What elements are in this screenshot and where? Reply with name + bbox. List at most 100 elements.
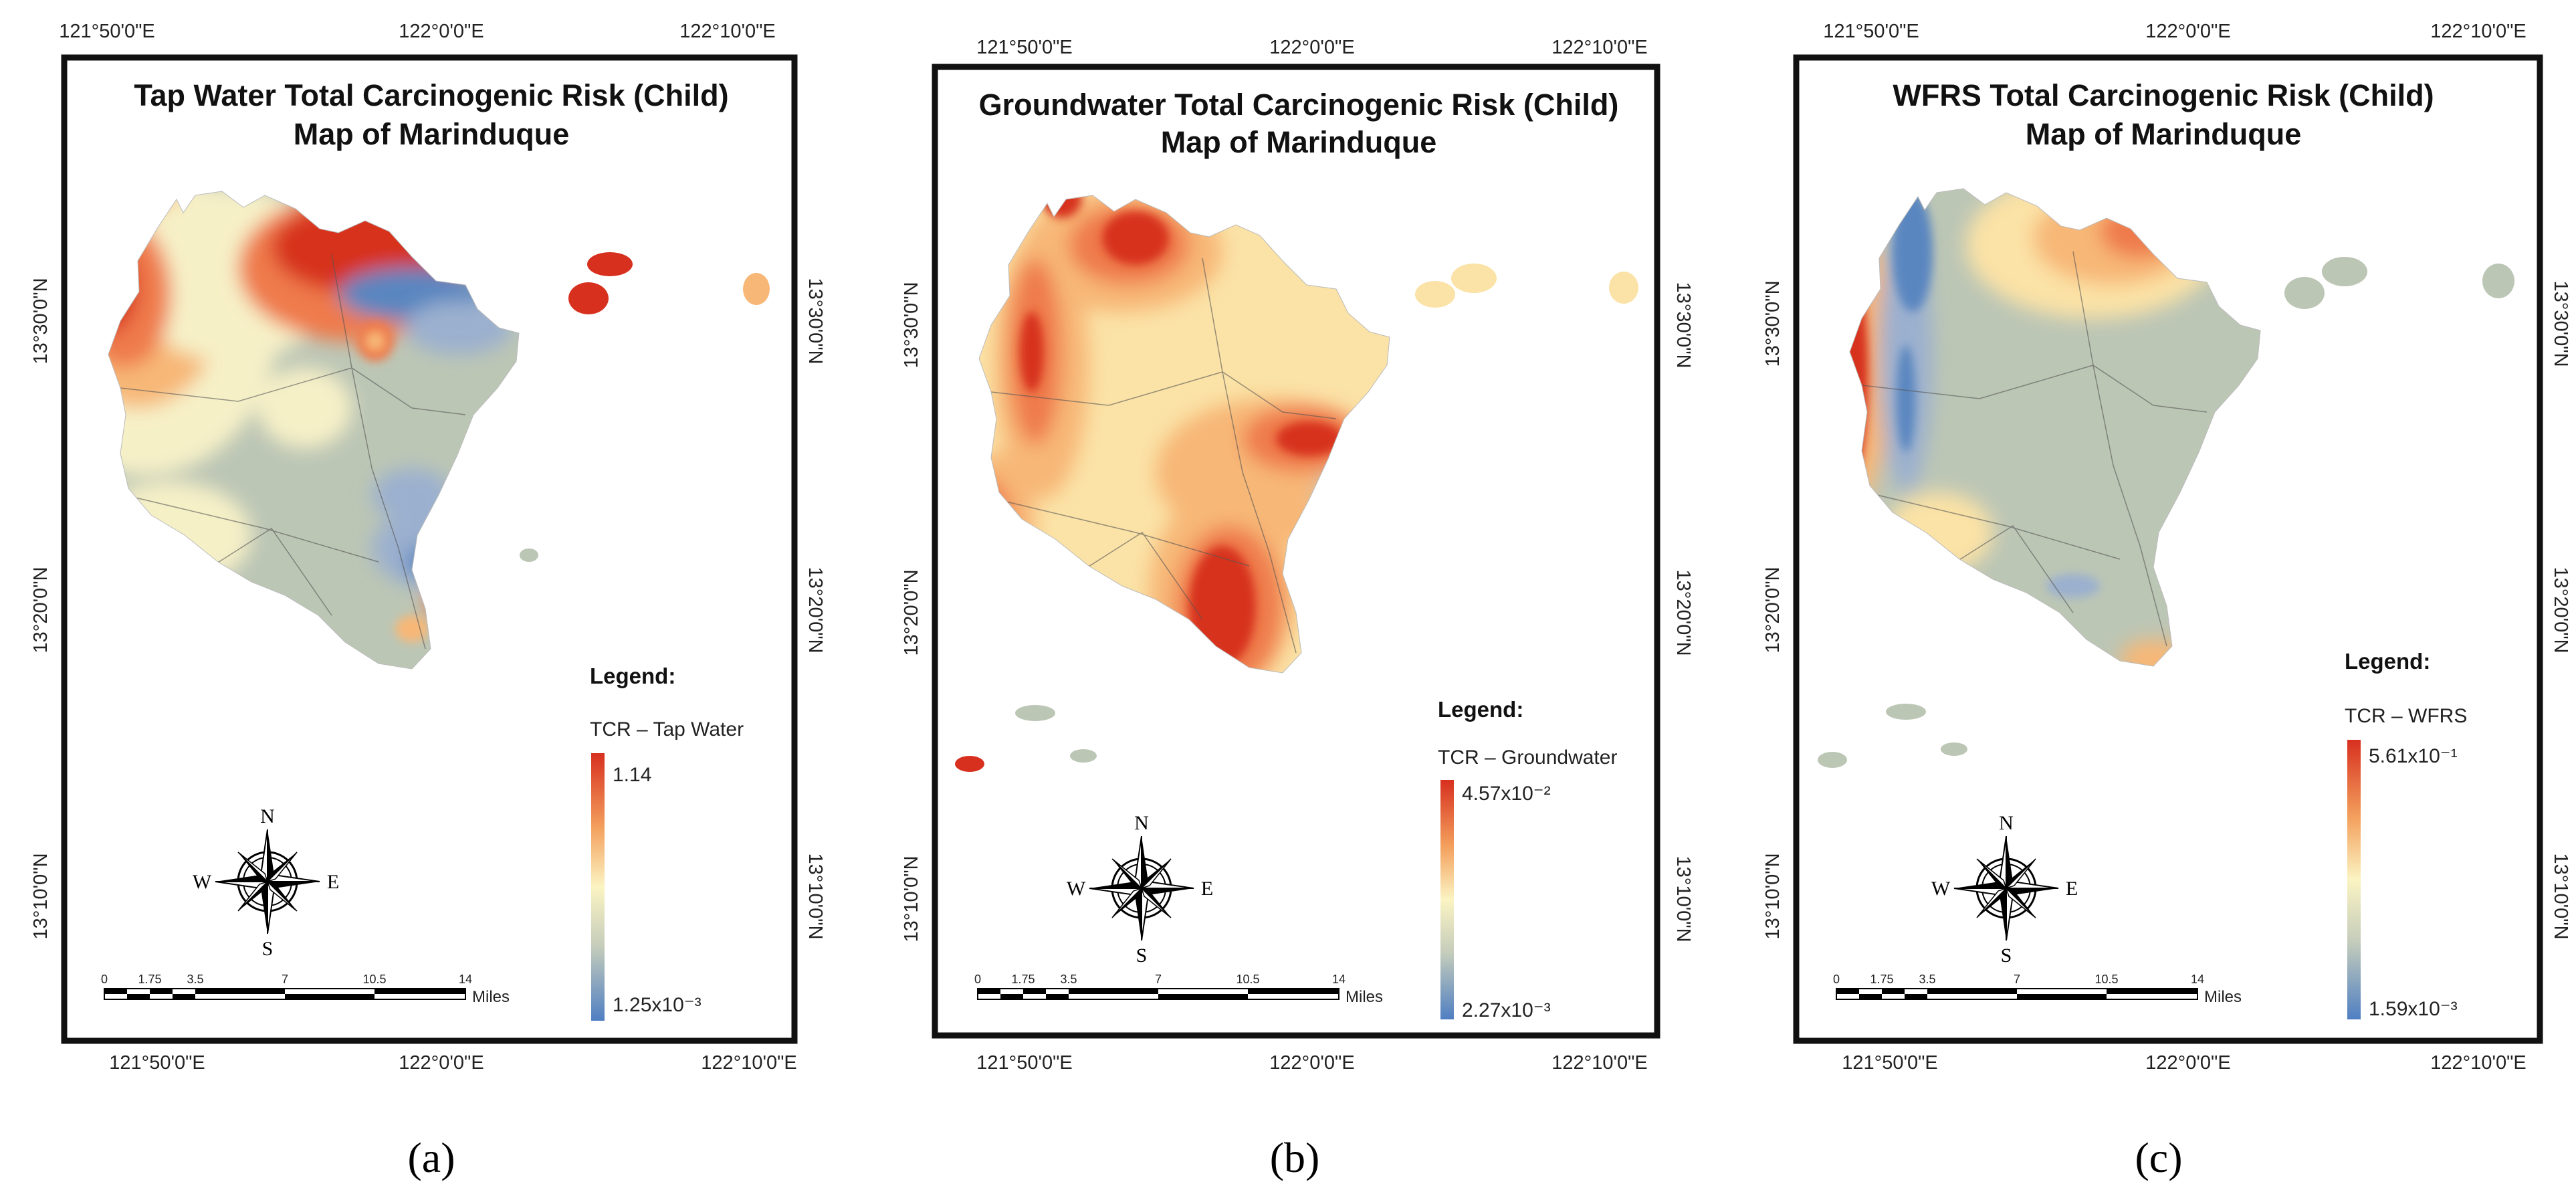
scale-unit: Miles bbox=[1346, 988, 1383, 1006]
legend-color-bar bbox=[2347, 740, 2361, 1019]
bottom-lon-label: 122°0'0"E bbox=[1269, 1052, 1354, 1074]
compass-e: E bbox=[2066, 878, 2078, 900]
right-lat-label: 13°10'0"N bbox=[2550, 853, 2571, 939]
legend-subtitle: TCR – WFRS bbox=[2345, 705, 2467, 727]
scale-bar: 0 1.75 3.5 7 10.5 14 Miles bbox=[101, 973, 510, 1006]
bottom-lon-label: 121°50'0"E bbox=[109, 1052, 205, 1074]
scale-tick: 10.5 bbox=[1236, 973, 1259, 986]
scale-tick: 7 bbox=[2014, 973, 2020, 986]
compass-w: W bbox=[193, 871, 212, 893]
legend-min-label: 2.27x10⁻³ bbox=[1462, 999, 1551, 1021]
compass-e: E bbox=[327, 871, 339, 893]
bottom-lon-label: 122°0'0"E bbox=[2145, 1052, 2230, 1074]
legend-color-bar bbox=[1440, 780, 1454, 1019]
compass-s: S bbox=[262, 938, 274, 960]
top-lon-label: 121°50'0"E bbox=[59, 21, 155, 42]
right-lat-label: 13°20'0"N bbox=[1673, 569, 1694, 656]
panel-letter: (b) bbox=[1270, 1134, 1320, 1181]
map-title-line1: Tap Water Total Carcinogenic Risk (Child… bbox=[134, 78, 728, 112]
compass-e: E bbox=[1201, 878, 1213, 900]
scale-tick: 14 bbox=[1332, 973, 1346, 986]
left-lat-label: 13°20'0"N bbox=[1762, 567, 1784, 653]
legend-subtitle: TCR – Groundwater bbox=[1438, 746, 1617, 769]
bottom-lon-label: 121°50'0"E bbox=[1842, 1052, 1938, 1074]
panel-letter: (c) bbox=[2135, 1134, 2182, 1181]
right-lat-label: 13°20'0"N bbox=[804, 567, 826, 653]
map-title-line2: Map of Marinduque bbox=[1161, 125, 1436, 159]
left-lat-label: 13°30'0"N bbox=[901, 282, 922, 368]
right-lat-label: 13°30'0"N bbox=[2550, 280, 2571, 367]
compass-rose: N S E W bbox=[193, 805, 339, 960]
scale-unit: Miles bbox=[2204, 988, 2242, 1006]
left-lat-label: 13°30'0"N bbox=[1762, 280, 1784, 367]
legend-max-label: 5.61x10⁻¹ bbox=[2369, 745, 2458, 767]
compass-s: S bbox=[2001, 944, 2012, 967]
compass-rose: N S E W bbox=[1067, 812, 1213, 967]
top-lon-label: 122°0'0"E bbox=[399, 21, 484, 42]
right-lat-label: 13°30'0"N bbox=[804, 278, 826, 364]
scale-tick: 0 bbox=[1833, 973, 1840, 986]
map-frame bbox=[1793, 54, 2543, 1044]
legend-max-label: 4.57x10⁻² bbox=[1462, 783, 1551, 805]
top-lon-label: 122°10'0"E bbox=[679, 21, 776, 42]
bottom-lon-label: 122°10'0"E bbox=[1551, 1052, 1648, 1074]
top-lon-label: 122°0'0"E bbox=[1269, 37, 1354, 58]
top-lon-label: 121°50'0"E bbox=[976, 37, 1073, 58]
scale-tick: 0 bbox=[101, 973, 108, 986]
scale-tick: 10.5 bbox=[2095, 973, 2118, 986]
right-lat-label: 13°20'0"N bbox=[2550, 567, 2571, 653]
compass-n: N bbox=[1134, 812, 1149, 834]
legend-color-bar bbox=[591, 753, 605, 1021]
map-title-line1: Groundwater Total Carcinogenic Risk (Chi… bbox=[979, 88, 1619, 122]
scale-tick: 1.75 bbox=[1870, 973, 1893, 986]
left-lat-label: 13°30'0"N bbox=[30, 278, 51, 364]
scale-tick: 3.5 bbox=[1919, 973, 1935, 986]
scale-tick: 14 bbox=[2191, 973, 2204, 986]
right-lat-label: 13°10'0"N bbox=[1673, 856, 1694, 942]
legend-min-label: 1.25x10⁻³ bbox=[613, 994, 702, 1016]
scale-unit: Miles bbox=[472, 988, 510, 1006]
compass-s: S bbox=[1136, 944, 1148, 967]
legend-title: Legend: bbox=[590, 664, 675, 688]
scale-tick: 3.5 bbox=[187, 973, 203, 986]
scale-tick: 0 bbox=[974, 973, 981, 986]
right-lat-label: 13°30'0"N bbox=[1673, 282, 1694, 368]
compass-w: W bbox=[1067, 878, 1086, 900]
left-lat-label: 13°20'0"N bbox=[901, 569, 922, 656]
left-lat-label: 13°10'0"N bbox=[901, 856, 922, 942]
bottom-lon-label: 121°50'0"E bbox=[976, 1052, 1073, 1074]
right-lat-label: 13°10'0"N bbox=[804, 853, 826, 939]
top-lon-label: 121°50'0"E bbox=[1823, 21, 1919, 42]
scale-bar: 0 1.75 3.5 7 10.5 14 Miles bbox=[1833, 973, 2242, 1006]
compass-n: N bbox=[260, 805, 275, 827]
legend-title: Legend: bbox=[2345, 649, 2430, 674]
scale-tick: 1.75 bbox=[138, 973, 161, 986]
compass-n: N bbox=[1999, 812, 2014, 834]
top-lon-label: 122°10'0"E bbox=[2430, 21, 2527, 42]
panel-b: 121°50'0"E 122°0'0"E 122°10'0"E 121°50'0… bbox=[901, 37, 1694, 1181]
legend-subtitle: TCR – Tap Water bbox=[590, 718, 744, 740]
scale-tick: 7 bbox=[282, 973, 288, 986]
scale-tick: 3.5 bbox=[1060, 973, 1077, 986]
left-lat-label: 13°20'0"N bbox=[30, 567, 51, 653]
scale-tick: 1.75 bbox=[1011, 973, 1035, 986]
map-title-line1: WFRS Total Carcinogenic Risk (Child) bbox=[1893, 78, 2434, 112]
map-title-line2: Map of Marinduque bbox=[294, 117, 569, 151]
top-lon-label: 122°10'0"E bbox=[1551, 37, 1648, 58]
scale-tick: 7 bbox=[1155, 973, 1162, 986]
legend-title: Legend: bbox=[1438, 697, 1523, 722]
bottom-lon-label: 122°10'0"E bbox=[701, 1052, 797, 1074]
panel-c: 121°50'0"E 122°0'0"E 122°10'0"E 121°50'0… bbox=[1762, 21, 2571, 1181]
top-lon-label: 122°0'0"E bbox=[2145, 21, 2230, 42]
compass-w: W bbox=[1931, 878, 1951, 900]
panel-a: 121°50'0"E 122°0'0"E 122°10'0"E 121°50'0… bbox=[30, 21, 826, 1181]
bottom-lon-label: 122°10'0"E bbox=[2430, 1052, 2527, 1074]
scale-tick: 10.5 bbox=[362, 973, 386, 986]
left-lat-label: 13°10'0"N bbox=[30, 853, 51, 939]
bottom-lon-label: 122°0'0"E bbox=[399, 1052, 484, 1074]
scale-tick: 14 bbox=[459, 973, 472, 986]
left-lat-label: 13°10'0"N bbox=[1762, 853, 1784, 939]
map-title-line2: Map of Marinduque bbox=[2026, 117, 2301, 151]
scale-bar: 0 1.75 3.5 7 10.5 14 Miles bbox=[974, 973, 1383, 1006]
